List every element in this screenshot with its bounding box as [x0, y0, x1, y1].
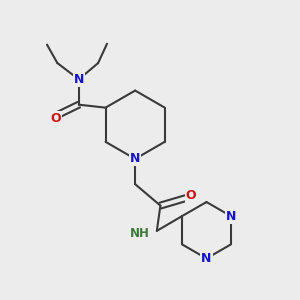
Text: N: N	[226, 210, 236, 223]
Text: O: O	[186, 189, 196, 202]
Text: N: N	[74, 73, 84, 86]
Text: O: O	[51, 112, 61, 125]
Text: N: N	[130, 152, 140, 165]
Text: N: N	[201, 252, 212, 265]
Text: NH: NH	[130, 227, 149, 240]
